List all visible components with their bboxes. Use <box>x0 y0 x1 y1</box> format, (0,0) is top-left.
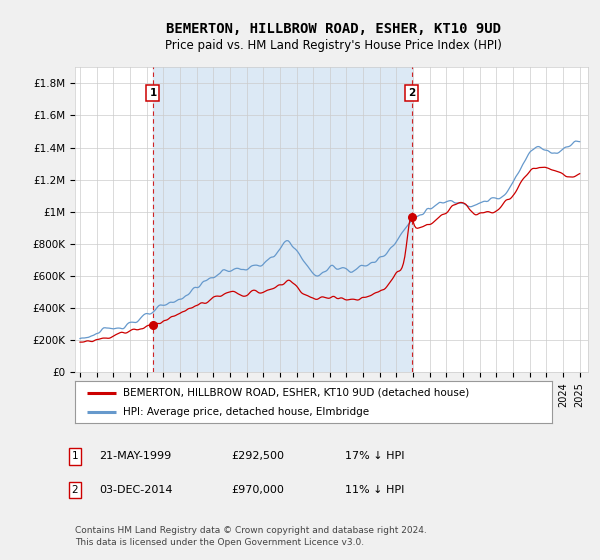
Text: This data is licensed under the Open Government Licence v3.0.: This data is licensed under the Open Gov… <box>75 538 364 547</box>
Text: HPI: Average price, detached house, Elmbridge: HPI: Average price, detached house, Elmb… <box>123 407 369 417</box>
Text: Contains HM Land Registry data © Crown copyright and database right 2024.: Contains HM Land Registry data © Crown c… <box>75 526 427 535</box>
Text: 2: 2 <box>71 485 79 495</box>
Text: Price paid vs. HM Land Registry's House Price Index (HPI): Price paid vs. HM Land Registry's House … <box>164 39 502 52</box>
Text: 21-MAY-1999: 21-MAY-1999 <box>99 451 171 461</box>
Text: 1: 1 <box>71 451 79 461</box>
Text: BEMERTON, HILLBROW ROAD, ESHER, KT10 9UD (detached house): BEMERTON, HILLBROW ROAD, ESHER, KT10 9UD… <box>123 388 469 398</box>
Text: 03-DEC-2014: 03-DEC-2014 <box>99 485 173 495</box>
Text: 17% ↓ HPI: 17% ↓ HPI <box>345 451 404 461</box>
Text: £292,500: £292,500 <box>231 451 284 461</box>
Text: 2: 2 <box>408 88 415 98</box>
Bar <box>153 67 412 372</box>
Text: 1: 1 <box>149 88 157 98</box>
Text: £970,000: £970,000 <box>231 485 284 495</box>
Text: BEMERTON, HILLBROW ROAD, ESHER, KT10 9UD: BEMERTON, HILLBROW ROAD, ESHER, KT10 9UD <box>166 22 500 36</box>
Text: 11% ↓ HPI: 11% ↓ HPI <box>345 485 404 495</box>
